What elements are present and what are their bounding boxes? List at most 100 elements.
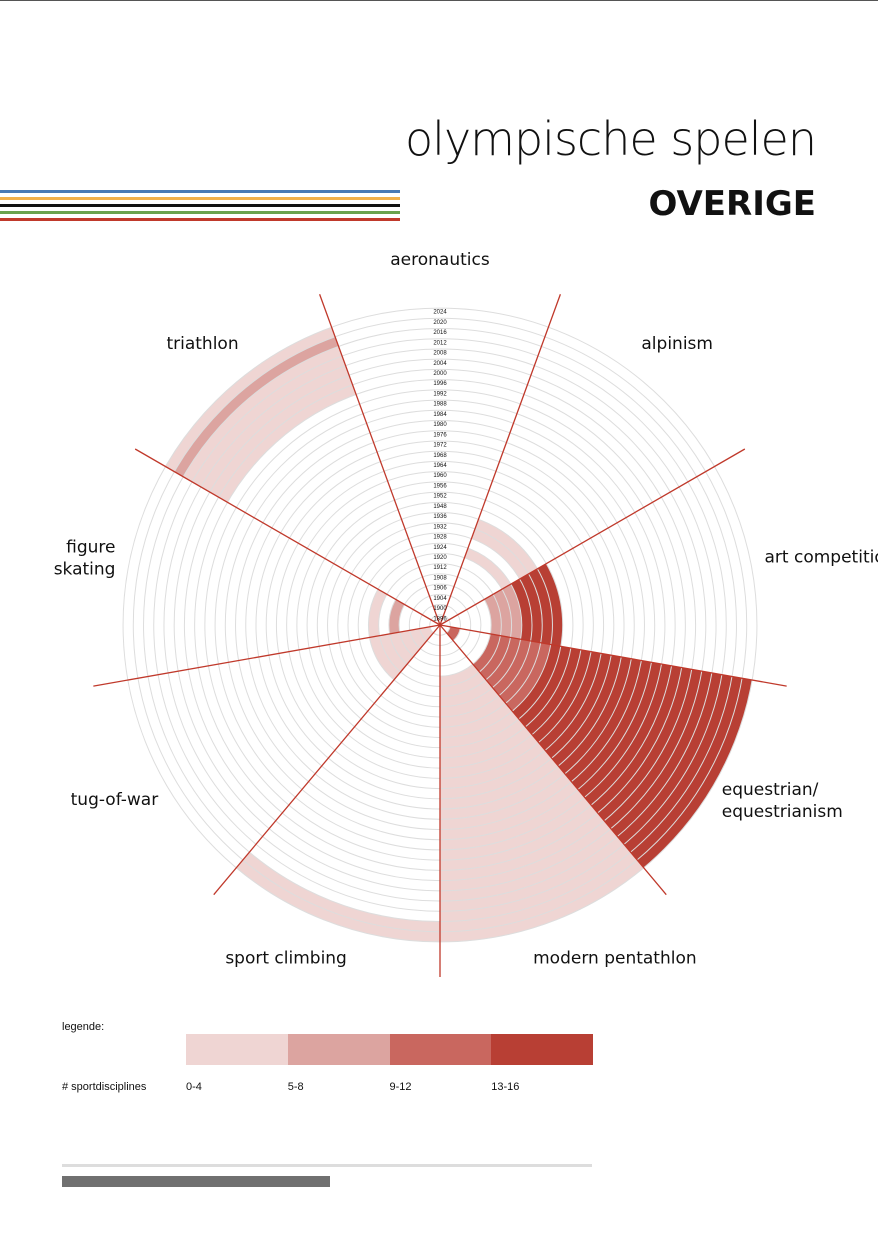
legend-swatch — [389, 1034, 492, 1065]
wedge-segment — [388, 599, 405, 634]
year-label: 1984 — [433, 412, 447, 418]
wedge-segment — [492, 639, 531, 696]
wedge-segment — [440, 671, 487, 697]
sector-label: alpinism — [641, 334, 713, 354]
stripe — [0, 197, 400, 200]
wedge-segment — [440, 679, 493, 707]
wedge-segment — [440, 859, 644, 942]
year-label: 1924 — [433, 545, 447, 551]
wedge-segment — [399, 630, 421, 657]
wedge-segment — [368, 589, 387, 638]
sector-divider — [134, 448, 441, 626]
stripe — [0, 211, 400, 214]
year-label: 1952 — [433, 494, 447, 500]
year-label: 1968 — [433, 453, 447, 459]
wedge-segment — [551, 655, 622, 766]
year-label: 1948 — [433, 504, 447, 510]
year-label: 2016 — [433, 330, 447, 336]
wedge-segment — [471, 528, 529, 579]
sector-label: figure skating — [54, 537, 116, 579]
wedge-segment — [440, 664, 480, 687]
radial-chart: 1896 1900 1904 1906 1908 1912 1920 1924 1928 1932… — [54, 250, 878, 977]
wedge-segment — [472, 633, 501, 672]
legend-label: 5-8 — [287, 1081, 304, 1093]
sector-divider — [93, 624, 441, 687]
wedge-segment — [479, 635, 511, 680]
stripe — [0, 204, 400, 207]
year-label: 2008 — [433, 351, 447, 357]
sector-label: art competitions — [765, 547, 878, 567]
footer-line — [62, 1164, 592, 1167]
wedge-segment — [512, 644, 561, 719]
year-label: 1896 — [433, 616, 447, 622]
year-label: 2020 — [433, 320, 447, 326]
wedge-segment — [192, 356, 346, 487]
wedge-segment — [389, 632, 414, 665]
wedge-segment — [440, 844, 631, 922]
wedge-segment — [440, 734, 539, 779]
sector-label: sport climbing — [225, 948, 347, 968]
year-label: 1928 — [433, 535, 447, 541]
wedge-segment — [484, 594, 502, 636]
wedge-segment — [446, 626, 461, 641]
top-rule — [0, 0, 878, 1]
wedge-segment — [200, 365, 350, 493]
wedge-segment — [493, 589, 512, 638]
footer-block — [62, 1176, 330, 1187]
wedge-segment — [525, 648, 581, 735]
wedge-segment — [532, 649, 592, 743]
year-label: 1908 — [433, 575, 447, 581]
wedge-segment — [630, 676, 743, 860]
legend-title: legende: — [62, 1021, 105, 1033]
year-label: 1964 — [433, 463, 447, 469]
wedge-segment — [499, 640, 541, 704]
legend-label: 0-4 — [186, 1081, 202, 1093]
wedge-segment — [584, 664, 672, 806]
olympic-color-stripes — [0, 190, 400, 225]
wedge-segment — [528, 568, 553, 645]
wedge-segment — [409, 628, 427, 649]
wedge-segment — [564, 658, 642, 782]
wedge-segment — [440, 742, 546, 789]
sector-label: tug-of-war — [71, 790, 159, 810]
wedge-segment — [440, 852, 638, 932]
sector-label: modern pentathlon — [533, 948, 697, 968]
wedge-segment — [440, 836, 625, 912]
wedge-segment — [624, 674, 732, 853]
wedge-segment — [637, 678, 753, 868]
year-label: 1932 — [433, 524, 447, 530]
year-label: 1980 — [433, 422, 447, 428]
wedge-segment — [617, 672, 722, 845]
wedge-segment — [419, 626, 434, 641]
legend-label: 13-16 — [491, 1081, 520, 1093]
wedge-segment — [440, 726, 533, 769]
wedge-segment — [440, 828, 618, 902]
wedge-segment — [174, 336, 339, 477]
wedge-segment — [440, 687, 500, 718]
sector-divider — [439, 624, 787, 687]
sector-label: aeronautics — [390, 250, 490, 270]
year-label: 2004 — [433, 361, 447, 367]
year-label: 1976 — [433, 432, 447, 438]
wedge-segment — [236, 859, 440, 942]
year-label: 2024 — [433, 310, 447, 316]
wedge-segment — [571, 660, 652, 790]
year-label: 1960 — [433, 473, 447, 479]
wedge-segment — [486, 637, 521, 688]
sector-divider — [439, 294, 562, 626]
wedge-segment — [591, 665, 682, 813]
year-label: 1936 — [433, 514, 447, 520]
wedge-segment — [464, 548, 511, 590]
wedge-segment — [379, 633, 408, 672]
sector-label: triathlon — [166, 334, 238, 354]
wedge-segment — [183, 346, 343, 482]
year-label: 1900 — [433, 606, 447, 612]
wedge-segment — [440, 820, 611, 891]
wedge-segment — [440, 812, 605, 881]
wedge-segment — [578, 662, 662, 798]
legend-swatch — [491, 1034, 593, 1065]
sector-label: equestrian/equestrianism — [722, 780, 843, 822]
year-label: 1972 — [433, 443, 447, 449]
year-label: 1956 — [433, 483, 447, 489]
legend-bar — [186, 1034, 593, 1065]
